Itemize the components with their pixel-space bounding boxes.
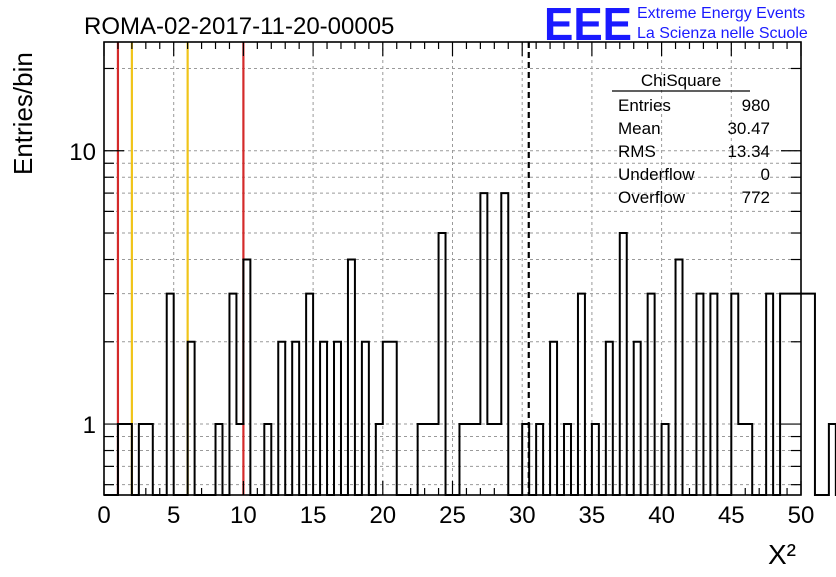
- x-tick-label: 20: [369, 502, 396, 529]
- x-tick-label: 50: [788, 502, 815, 529]
- y-tick-label: 10: [69, 139, 96, 166]
- eee-logo: EEE Extreme Energy Events La Scienza nel…: [544, 0, 808, 50]
- stats-overflow-value: 772: [742, 188, 770, 207]
- stats-underflow-value: 0: [761, 165, 770, 184]
- stats-rms-value: 13.34: [727, 142, 770, 161]
- x-axis-label: X²: [768, 539, 796, 570]
- y-axis-label: Entries/bin: [8, 52, 38, 175]
- stats-rms-label: RMS: [618, 142, 656, 161]
- stats-entries-value: 980: [742, 96, 770, 115]
- x-tick-label: 45: [718, 502, 745, 529]
- stats-mean-label: Mean: [618, 119, 661, 138]
- stats-mean-value: 30.47: [727, 119, 770, 138]
- x-tick-label: 5: [167, 502, 180, 529]
- logo-line1: Extreme Energy Events: [637, 5, 805, 22]
- x-tick-label: 10: [230, 502, 257, 529]
- x-tick-label: 40: [648, 502, 675, 529]
- grid-lines: [104, 42, 801, 495]
- x-tick-label: 0: [97, 502, 110, 529]
- stats-overflow-label: Overflow: [618, 188, 686, 207]
- x-tick-label: 30: [509, 502, 536, 529]
- stats-underflow-label: Underflow: [618, 165, 695, 184]
- x-tick-label: 15: [300, 502, 327, 529]
- run-title: ROMA-02-2017-11-20-00005: [84, 13, 394, 40]
- marker-lines: [116, 42, 530, 495]
- y-tick-label: 1: [83, 412, 96, 439]
- x-tick-label: 35: [579, 502, 606, 529]
- x-tick-label: 25: [439, 502, 466, 529]
- stats-box: ChiSquare Entries 980 Mean 30.47 RMS 13.…: [612, 71, 770, 207]
- x-axis-ticks: 0 5 10 15 20 25 30 35 40 45 50: [97, 42, 814, 529]
- stats-title: ChiSquare: [641, 71, 721, 90]
- stats-entries-label: Entries: [618, 96, 671, 115]
- logo-line2: La Scienza nelle Scuole: [637, 25, 808, 42]
- histogram-series-line: [104, 192, 836, 496]
- y-axis-ticks: 1 10: [69, 67, 801, 486]
